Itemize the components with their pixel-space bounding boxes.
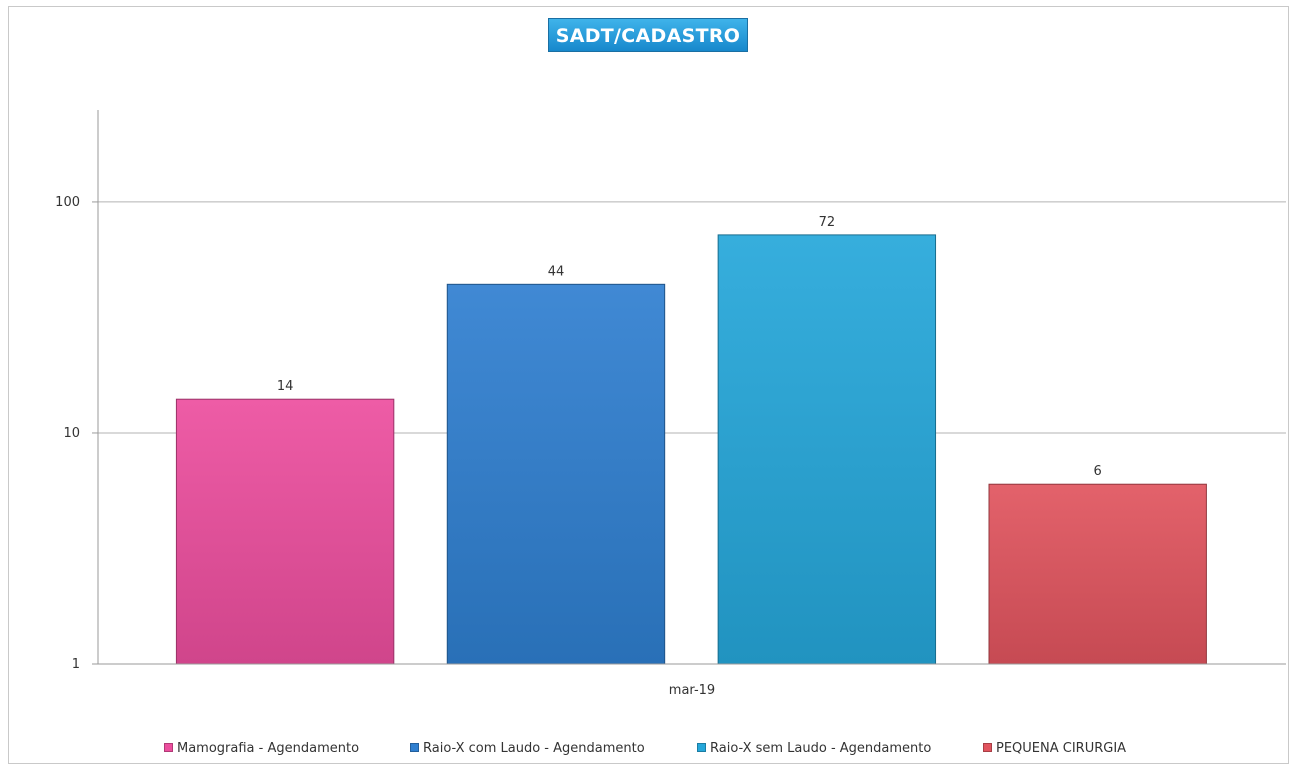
data-label: 6 [1094, 464, 1102, 479]
data-label: 72 [819, 215, 836, 230]
data-label: 44 [548, 264, 565, 279]
y-tick-label: 10 [63, 426, 80, 441]
data-label: 14 [277, 379, 294, 394]
legend-item: PEQUENA CIRURGIA [983, 738, 1126, 760]
legend-swatch [697, 743, 706, 752]
legend-label: Raio-X sem Laudo - Agendamento [710, 741, 932, 756]
legend-swatch [164, 743, 173, 752]
bar-0 [175, 398, 395, 665]
legend: Mamografia - Agendamento Raio-X com Laudo… [0, 738, 1291, 760]
axes: 1 10 100 mar-19 [55, 110, 1286, 698]
x-category-label: mar-19 [669, 683, 715, 698]
legend-item: Mamografia - Agendamento [164, 738, 359, 760]
legend-label: PEQUENA CIRURGIA [996, 741, 1127, 756]
legend-label: Mamografia - Agendamento [177, 741, 360, 756]
legend-label: Raio-X com Laudo - Agendamento [423, 741, 645, 756]
chart-title: SADT/CADASTRO [548, 18, 748, 52]
legend-swatch [410, 743, 419, 752]
y-tick-label: 100 [55, 195, 80, 210]
bar-3 [988, 483, 1207, 665]
legend-item: Raio-X com Laudo - Agendamento [410, 738, 645, 760]
y-tick-label: 1 [72, 657, 80, 672]
legend-item: Raio-X sem Laudo - Agendamento [697, 738, 931, 760]
bars [175, 234, 1207, 665]
bar-2 [717, 234, 937, 665]
data-labels: 14 44 72 6 [277, 215, 1102, 479]
legend-swatch [983, 743, 992, 752]
bar-1 [446, 283, 666, 665]
